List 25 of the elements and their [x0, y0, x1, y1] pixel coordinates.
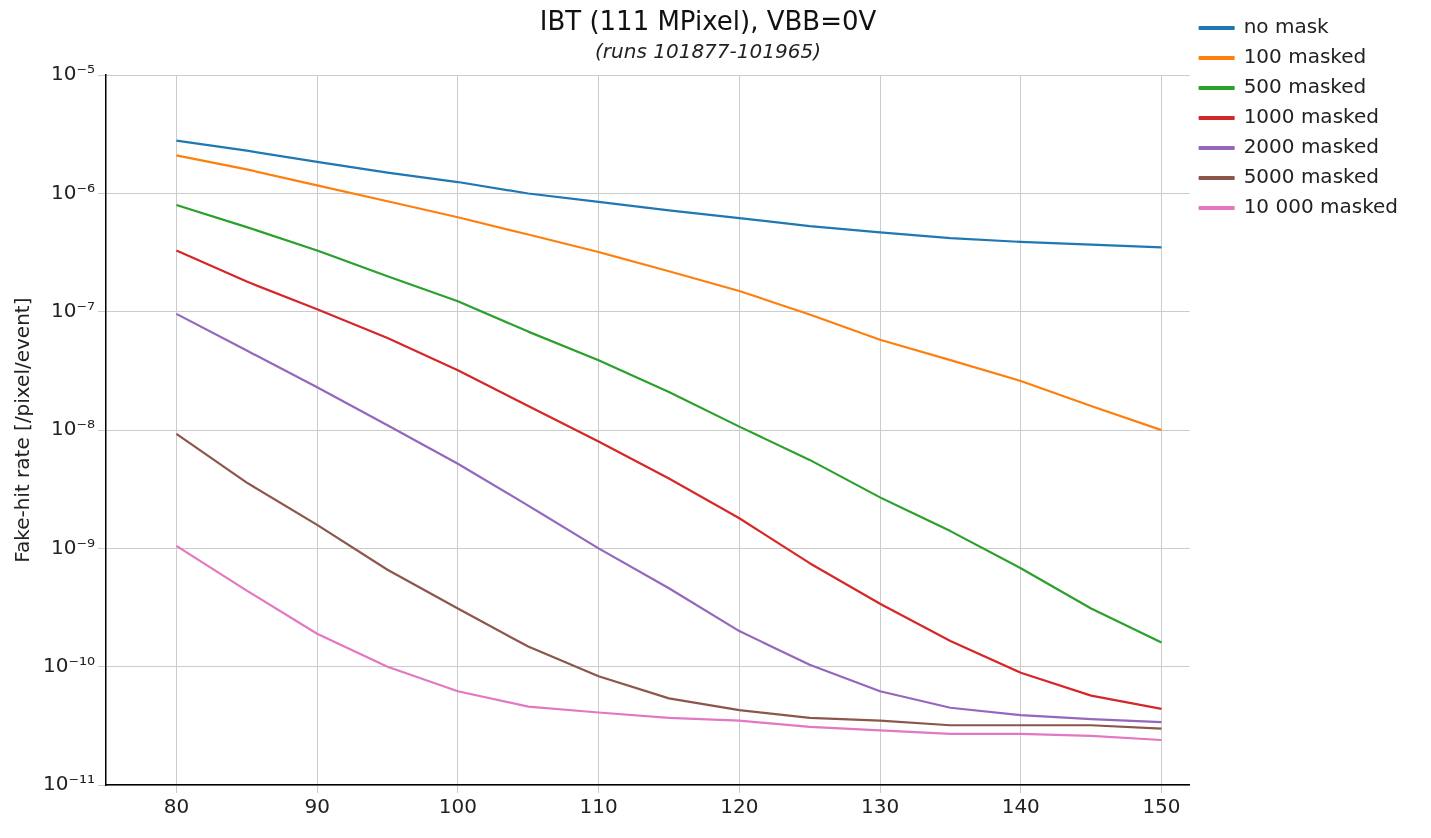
y-tick-label: 10⁻¹¹	[42, 771, 96, 796]
legend-label: 10 000 masked	[1243, 194, 1399, 219]
x-tick-label: 110	[579, 794, 618, 819]
y-tick-label: 10⁻⁵	[51, 61, 96, 86]
x-tick-label: 80	[163, 794, 190, 819]
y-tick-label: 10⁻⁷	[51, 298, 96, 322]
legend-label: no mask	[1243, 14, 1330, 39]
x-tick-label: 120	[720, 794, 759, 819]
x-tick-label: 140	[1001, 794, 1040, 819]
x-tick-label: 150	[1142, 794, 1181, 819]
y-axis-title: Fake-hit rate [/pixel/event]	[10, 297, 35, 563]
chart-title: IBT (111 MPixel), VBB=0V	[539, 6, 877, 37]
legend-label: 5000 masked	[1243, 164, 1379, 189]
legend-label: 2000 masked	[1243, 134, 1379, 159]
y-tick-label: 10⁻⁸	[51, 416, 96, 441]
legend-label: 1000 masked	[1243, 104, 1379, 129]
x-tick-label: 100	[438, 794, 477, 819]
legend-label: 100 masked	[1243, 44, 1367, 69]
y-tick-label: 10⁻⁶	[51, 179, 96, 204]
y-tick-label: 10⁻⁹	[51, 534, 96, 559]
chart-subtitle: (runs 101877-101965)	[595, 39, 821, 64]
legend-label: 500 masked	[1243, 74, 1367, 99]
y-tick-label: 10⁻¹⁰	[42, 652, 96, 677]
x-tick-label: 130	[860, 794, 900, 819]
x-tick-label: 90	[304, 794, 330, 819]
